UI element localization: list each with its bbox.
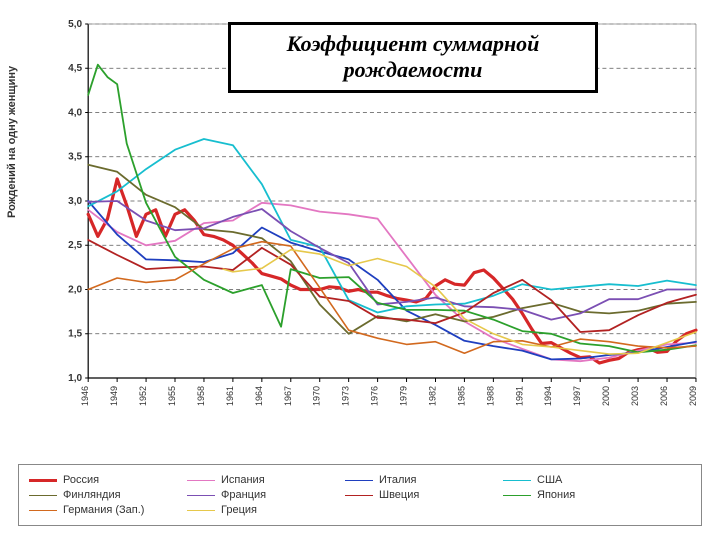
svg-text:1997: 1997: [572, 386, 582, 406]
svg-text:1970: 1970: [312, 386, 322, 406]
svg-text:1979: 1979: [399, 386, 409, 406]
legend-swatch: [29, 479, 57, 482]
legend-label: Финляндия: [63, 489, 121, 501]
svg-text:2000: 2000: [601, 386, 611, 406]
chart-title: Коэффициент суммарной рождаемости: [287, 31, 540, 82]
legend-swatch: [503, 495, 531, 496]
svg-text:3,5: 3,5: [68, 152, 82, 163]
legend-item: Япония: [503, 489, 643, 501]
legend-item: Италия: [345, 474, 485, 486]
legend-swatch: [187, 480, 215, 481]
series-Россия: [88, 179, 696, 363]
svg-text:1991: 1991: [514, 386, 524, 406]
svg-text:1946: 1946: [80, 386, 90, 406]
legend-label: Швеция: [379, 489, 419, 501]
svg-text:1982: 1982: [427, 386, 437, 406]
svg-text:2,0: 2,0: [68, 285, 82, 296]
chart-container: Коэффициент суммарной рождаемости Рожден…: [8, 8, 712, 532]
svg-text:3,0: 3,0: [68, 196, 82, 207]
svg-text:4,5: 4,5: [68, 63, 82, 74]
svg-text:1988: 1988: [485, 386, 495, 406]
legend-label: Россия: [63, 474, 99, 486]
series-США: [88, 139, 696, 313]
legend-item: Финляндия: [29, 489, 169, 501]
svg-text:2006: 2006: [659, 386, 669, 406]
legend-label: Греция: [221, 504, 257, 516]
legend-swatch: [29, 495, 57, 496]
svg-text:4,0: 4,0: [68, 108, 82, 119]
legend-label: Испания: [221, 474, 265, 486]
legend-label: Германия (Зап.): [63, 504, 144, 516]
legend-row: Россия Испания Италия США: [29, 474, 691, 486]
svg-text:1,0: 1,0: [68, 373, 82, 384]
legend-label: США: [537, 474, 562, 486]
series-Испания: [88, 203, 696, 361]
chart-title-box: Коэффициент суммарной рождаемости: [228, 22, 598, 93]
legend-swatch: [187, 495, 215, 496]
legend: Россия Испания Италия США Финляндия Франция Шв…: [18, 464, 702, 526]
svg-text:2,5: 2,5: [68, 240, 82, 251]
legend-label: Япония: [537, 489, 575, 501]
legend-item: Испания: [187, 474, 327, 486]
legend-swatch: [345, 480, 373, 481]
legend-row: Германия (Зап.) Греция: [29, 504, 691, 516]
svg-text:5,0: 5,0: [68, 19, 82, 30]
y-axis-label: Рождений на одну женщину: [6, 66, 18, 218]
legend-row: Финляндия Франция Швеция Япония: [29, 489, 691, 501]
series-Италия: [88, 201, 696, 359]
legend-swatch: [187, 510, 215, 511]
series-Швеция: [88, 240, 696, 332]
svg-text:1952: 1952: [138, 386, 148, 406]
svg-text:1973: 1973: [341, 386, 351, 406]
legend-swatch: [345, 495, 373, 496]
svg-text:1985: 1985: [456, 386, 466, 406]
legend-item: Франция: [187, 489, 327, 501]
svg-text:1994: 1994: [543, 386, 553, 406]
legend-item: США: [503, 474, 643, 486]
svg-text:1967: 1967: [283, 386, 293, 406]
legend-item: Швеция: [345, 489, 485, 501]
svg-text:1976: 1976: [370, 386, 380, 406]
legend-item: Россия: [29, 474, 169, 486]
legend-label: Франция: [221, 489, 266, 501]
svg-text:1958: 1958: [196, 386, 206, 406]
legend-swatch: [29, 510, 57, 511]
svg-text:2009: 2009: [688, 386, 698, 406]
legend-item: Германия (Зап.): [29, 504, 169, 516]
legend-item: Греция: [187, 504, 327, 516]
svg-text:2003: 2003: [630, 386, 640, 406]
svg-text:1949: 1949: [109, 386, 119, 406]
series-Финляндия: [88, 165, 696, 334]
svg-text:1,5: 1,5: [68, 329, 82, 340]
svg-text:1961: 1961: [225, 386, 235, 406]
svg-text:1955: 1955: [167, 386, 177, 406]
legend-label: Италия: [379, 474, 416, 486]
svg-text:1964: 1964: [254, 386, 264, 406]
legend-swatch: [503, 480, 531, 481]
